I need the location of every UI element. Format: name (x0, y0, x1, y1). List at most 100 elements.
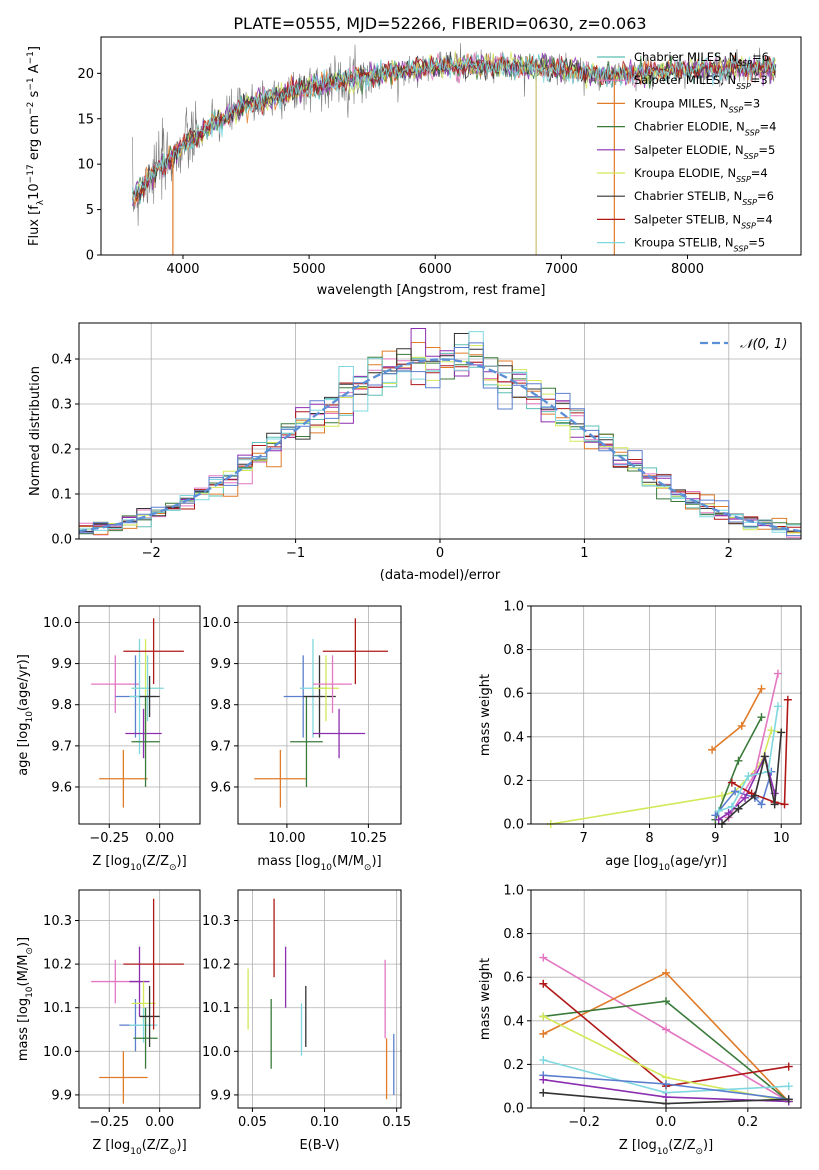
age-vs-mass-panel: 10.00 10.25 9.6 9.7 9.8 9.9 10.0 mass [log10(M/… (202, 605, 402, 873)
residuals-plot (79, 328, 801, 538)
axes-frame (78, 605, 201, 825)
weight-marker (727, 778, 736, 787)
y-tick-label: 10.3 (43, 914, 72, 929)
legend-label: Kroupa ELODIE, NSSP=4 (634, 166, 768, 184)
errorbar-point (123, 898, 184, 1030)
legend-label: 𝒩(0, 1) (740, 337, 787, 352)
weight-marker (727, 802, 736, 811)
y-tick-label: 5 (86, 203, 94, 218)
weight-marker (784, 1062, 793, 1071)
x-tick-label: 0.10 (310, 1115, 339, 1130)
x-axis-label: (data-model)/error (380, 568, 501, 583)
y-tick-label: 10 (77, 158, 94, 173)
y-tick-label: 10.0 (202, 1045, 231, 1060)
x-tick-label: 0 (436, 546, 444, 561)
x-tick-label: 0.05 (238, 1115, 267, 1130)
errorbar-point (99, 1051, 148, 1104)
model-spectrum-line (132, 53, 777, 204)
errorbar-point (312, 655, 353, 713)
legend-label: Salpeter STELIB, NSSP=4 (634, 212, 773, 230)
y-tick-label: 10.2 (202, 958, 231, 973)
y-axis-label: mass weight (478, 674, 493, 756)
x-tick-label: 6000 (419, 262, 452, 277)
errorbar-point (131, 655, 164, 722)
y-tick-label: 0.4 (51, 353, 72, 368)
axes-frame (78, 889, 201, 1109)
y-axis-label: Normed distribution (28, 366, 43, 496)
y-tick-label: 15 (77, 112, 94, 127)
errorbar-point (123, 618, 184, 685)
weight-marker (714, 806, 723, 815)
x-tick-label: 8000 (671, 262, 704, 277)
legend-label: Chabrier ELODIE, NSSP=4 (634, 120, 776, 138)
weight-marker (539, 979, 548, 988)
weight-marker (708, 745, 717, 754)
x-tick-label: 0.2 (737, 1115, 758, 1130)
x-tick-label: 0.15 (382, 1115, 411, 1130)
weight-marker (741, 793, 750, 802)
errorbar-point (312, 708, 366, 759)
x-tick-label: 0.00 (145, 831, 174, 846)
weight-marker (750, 791, 759, 800)
weight-marker (724, 809, 733, 818)
weight-marker (662, 1025, 670, 1034)
axes-frame (78, 322, 802, 540)
x-tick-label: −2 (142, 546, 161, 561)
weight-marker (780, 800, 789, 809)
x-tick-label: 1 (580, 546, 588, 561)
x-tick-label: −0.25 (89, 1115, 129, 1130)
x-tick-label: 8 (645, 831, 653, 846)
weight-marker (539, 1056, 548, 1065)
weight-marker (734, 756, 743, 765)
errorbar-point (290, 696, 323, 787)
weight-marker (760, 752, 769, 761)
weight-marker (662, 968, 670, 977)
weight-marker (539, 953, 548, 962)
weight-marker (744, 772, 753, 781)
model-spectrum-line (132, 55, 777, 202)
y-tick-label: 10.0 (202, 616, 231, 631)
weight-series (539, 1071, 793, 1104)
x-axis-label: mass [log10(M/M⊙)] (257, 854, 381, 873)
legend-label: Kroupa MILES, NSSP=3 (634, 96, 760, 114)
errorbar-point (133, 1007, 158, 1069)
errorbar-point (139, 985, 160, 1047)
mass-vs-ebv-panel: 0.05 0.10 0.15 9.9 10.0 10.1 10.2 10.3 E(B-V) (202, 889, 411, 1153)
y-axis-label: mass weight (478, 958, 493, 1040)
x-axis-label: wavelength [Angstrom, rest frame] (317, 283, 546, 298)
y-axis-label: age [log10(age/yr)] (16, 654, 35, 776)
y-tick-label: 0.2 (51, 443, 72, 458)
gaussian-curve (79, 358, 801, 533)
y-tick-label: 0.2 (503, 774, 524, 789)
errorbar-point (312, 655, 340, 722)
y-tick-label: 10.0 (43, 616, 72, 631)
errorbar-point (91, 655, 140, 713)
figure-title: PLATE=0555, MJD=52266, FIBERID=0630, z=0… (233, 14, 646, 33)
x-tick-label: 7 (580, 831, 588, 846)
weight-series (708, 684, 766, 754)
weight-series (539, 1088, 793, 1108)
y-tick-label: 1.0 (503, 884, 524, 899)
y-tick-label: 0.4 (503, 730, 524, 745)
weight-marker (777, 728, 786, 737)
errorbar-point (322, 618, 388, 685)
spectrum-panel: 4000 5000 6000 7000 8000 0 5 10 15 20 wavelength [… (26, 36, 802, 298)
weight-marker (662, 1099, 670, 1108)
y-tick-label: 9.7 (210, 739, 231, 754)
y-tick-label: 9.9 (210, 1088, 231, 1103)
mass-vs-Z-panel: −0.25 0.00 9.9 10.0 10.1 10.2 10.3 Z [log10(Z/Z… (16, 889, 201, 1157)
errorbar-point (131, 696, 160, 787)
y-tick-label: 20 (77, 67, 94, 82)
legend-label: Chabrier MILES, NSSP=6 (634, 50, 769, 68)
x-tick-label: 2 (725, 546, 733, 561)
y-tick-label: 9.6 (210, 780, 231, 795)
weight-marker (539, 1088, 548, 1097)
age-vs-Z-panel: −0.25 0.00 9.6 9.7 9.8 9.9 10.0 Z [log10(Z/Z⊙)]… (16, 605, 201, 873)
y-tick-label: 10.1 (202, 1001, 231, 1016)
x-axis-label: Z [log10(Z/Z⊙)] (619, 1138, 713, 1157)
legend-label: Salpeter MILES, NSSP=3 (634, 73, 768, 91)
errorbar-point (129, 946, 150, 1017)
axes-frame (237, 889, 402, 1109)
y-tick-label: 0.0 (503, 1102, 524, 1117)
y-tick-label: 10.2 (43, 958, 72, 973)
